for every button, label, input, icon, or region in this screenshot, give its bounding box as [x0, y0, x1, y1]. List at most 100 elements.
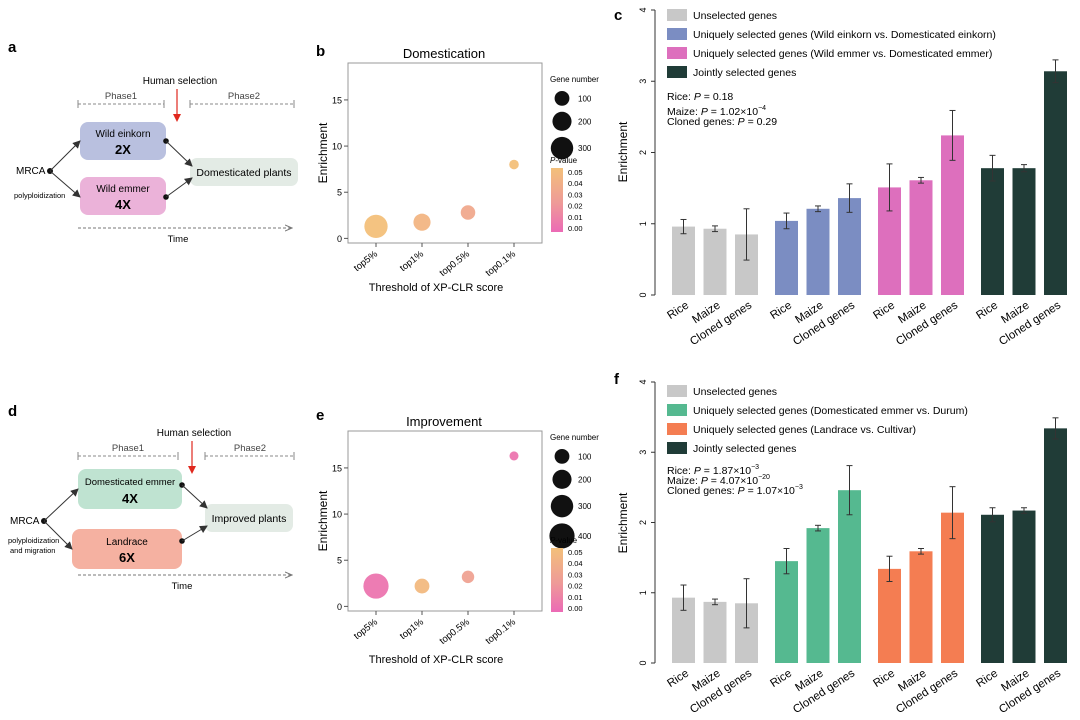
x-tick-label: Rice [768, 299, 794, 322]
color-legend-label: 0.05 [568, 168, 583, 177]
color-legend-label: 0.03 [568, 190, 583, 199]
diagram-a: Human selection Phase1 Phase2 Wild einko… [14, 76, 298, 245]
y-tick-label: 2 [638, 520, 648, 525]
legend-swatch [667, 66, 687, 78]
x-tick-label: top1% [398, 616, 426, 642]
legend-swatch [667, 442, 687, 454]
y-tick-label: 10 [332, 510, 342, 520]
bar [735, 234, 758, 295]
y-axis-label: Enrichment [316, 490, 330, 551]
y-tick-label: 4 [638, 7, 648, 12]
bubble-point [461, 570, 475, 584]
color-legend-label: 0.02 [568, 202, 583, 211]
bubble-point [509, 451, 519, 461]
legend-label: Uniquely selected genes (Wild einkorn vs… [693, 29, 996, 41]
color-legend-label: 0.03 [568, 570, 583, 579]
y-tick-label: 15 [332, 463, 342, 473]
size-legend-dot [554, 449, 570, 464]
bar [981, 514, 1004, 663]
color-legend-bar [551, 548, 563, 612]
p-value-annotation: Rice: P = 1.87×10−3 Maize: P = 4.07×10−20… [667, 464, 803, 497]
y-tick-label: 2 [638, 150, 648, 155]
wild-einkorn-box [80, 122, 166, 160]
size-legend-label: 300 [578, 502, 592, 511]
x-tick-label: Rice [871, 667, 897, 690]
y-axis-label: Enrichment [316, 122, 330, 183]
bar [878, 568, 901, 663]
bar [1012, 510, 1036, 663]
x-tick-label: top5% [352, 248, 380, 274]
phase2-label: Phase2 [228, 91, 260, 102]
y-tick-label: 5 [337, 556, 342, 566]
bar [775, 561, 798, 663]
y-tick-label: 3 [638, 450, 648, 455]
x-tick-label: Rice [974, 667, 1000, 690]
wild-emmer-ploidy: 4X [115, 197, 131, 212]
panel-label-e: e [316, 407, 324, 424]
bar [838, 490, 861, 663]
wild-emmer-box [80, 177, 166, 215]
x-tick-label: Rice [665, 667, 691, 690]
color-legend-title: P-value [550, 156, 578, 165]
bubble-point [509, 159, 519, 170]
size-legend-dot [554, 91, 570, 106]
bar [1044, 428, 1067, 663]
x-tick-label: top0.1% [484, 248, 519, 278]
bar [703, 228, 727, 295]
x-tick-label: top0.5% [438, 616, 473, 646]
size-legend-label: 200 [578, 475, 592, 484]
x-tick-label: Rice [871, 299, 897, 322]
bar [806, 208, 830, 295]
y-tick-label: 0 [337, 234, 342, 244]
chart-title: Improvement [406, 414, 482, 429]
bar [909, 180, 933, 295]
size-legend-dot [550, 494, 574, 518]
improved-plants-label: Improved plants [212, 513, 287, 525]
color-legend-label: 0.05 [568, 548, 583, 557]
y-axis-label: Enrichment [616, 492, 630, 553]
landrace-box [72, 529, 182, 569]
size-legend-label: 100 [578, 94, 592, 103]
legend-label: Unselected genes [693, 10, 777, 22]
y-tick-label: 1 [638, 590, 648, 595]
legend-swatch [667, 9, 687, 21]
bubble-point [414, 578, 430, 594]
x-tick-label: Rice [974, 299, 1000, 322]
phase1-label: Phase1 [112, 443, 144, 454]
y-tick-label: 5 [337, 188, 342, 198]
mrca-label: MRCA [10, 516, 40, 527]
legend-label: Jointly selected genes [693, 443, 796, 455]
bar [909, 551, 933, 663]
domesticated-plants-label: Domesticated plants [196, 167, 291, 179]
bar [878, 187, 901, 295]
y-tick-label: 4 [638, 379, 648, 384]
x-tick-label: Rice [768, 667, 794, 690]
bar [1012, 168, 1036, 295]
x-tick-label: top0.5% [438, 248, 473, 278]
legend-label: Unselected genes [693, 386, 777, 398]
panel-label-f: f [614, 371, 620, 388]
bar [703, 601, 727, 663]
legend-label: Uniquely selected genes (Domesticated em… [693, 405, 968, 417]
size-legend-label: 200 [578, 117, 592, 126]
diagram-d: Human selection Phase1 Phase2 Domesticat… [8, 428, 295, 592]
y-tick-label: 0 [337, 602, 342, 612]
x-tick-label: top1% [398, 248, 426, 274]
bar [775, 220, 798, 295]
size-legend-label: 400 [578, 532, 592, 541]
p-value-annotation: Rice: P = 0.18 Maize: P = 1.02×10−4 Cloned… [667, 91, 777, 128]
x-axis-label: Threshold of XP-CLR score [369, 282, 504, 294]
panel-label-d: d [8, 403, 17, 420]
domesticated-emmer-ploidy: 4X [122, 491, 138, 506]
legend-swatch [667, 385, 687, 397]
legend-label: Uniquely selected genes (Wild emmer vs. … [693, 48, 992, 60]
x-tick-label: Rice [665, 299, 691, 322]
bar [941, 135, 964, 295]
color-legend-bar [551, 168, 563, 232]
color-legend-title: P-value [550, 536, 578, 545]
human-selection-label: Human selection [143, 76, 217, 87]
bubble-chart-domestication: Domestication Enrichment Threshold of XP… [316, 46, 599, 294]
time-label: Time [168, 234, 189, 245]
